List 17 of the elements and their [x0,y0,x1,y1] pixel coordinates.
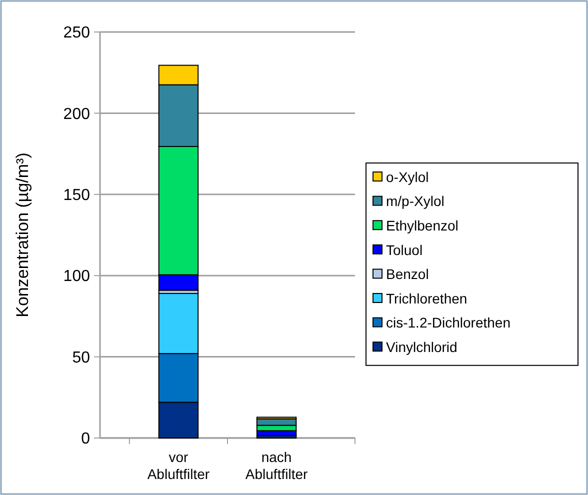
legend-label: o-Xylol [386,168,429,185]
y-tick-label: 0 [81,430,90,448]
legend-label: Trichlorethen [386,290,468,306]
y-tick-label: 200 [63,106,90,123]
x-tick-label: nach Abluftfilter [245,449,308,482]
legend-label: Vinylchlorid [386,339,458,355]
y-tick-label: 50 [72,349,90,366]
legend-label: m/p-Xylol [386,193,444,210]
legend-label: cis-1.2-Dichlorethen [386,314,510,331]
legend-label: Benzol [386,266,429,282]
legend-label: Ethylbenzol [386,218,458,234]
y-tick-label: 100 [63,268,90,286]
x-tick-label: vor Abluftfilter [147,449,210,482]
legend-label: Toluol [386,242,423,258]
y-tick-label: 150 [63,187,90,204]
y-tick-label: 250 [63,24,90,42]
y-axis-title: Konzentration (µg/m³) [13,152,32,318]
